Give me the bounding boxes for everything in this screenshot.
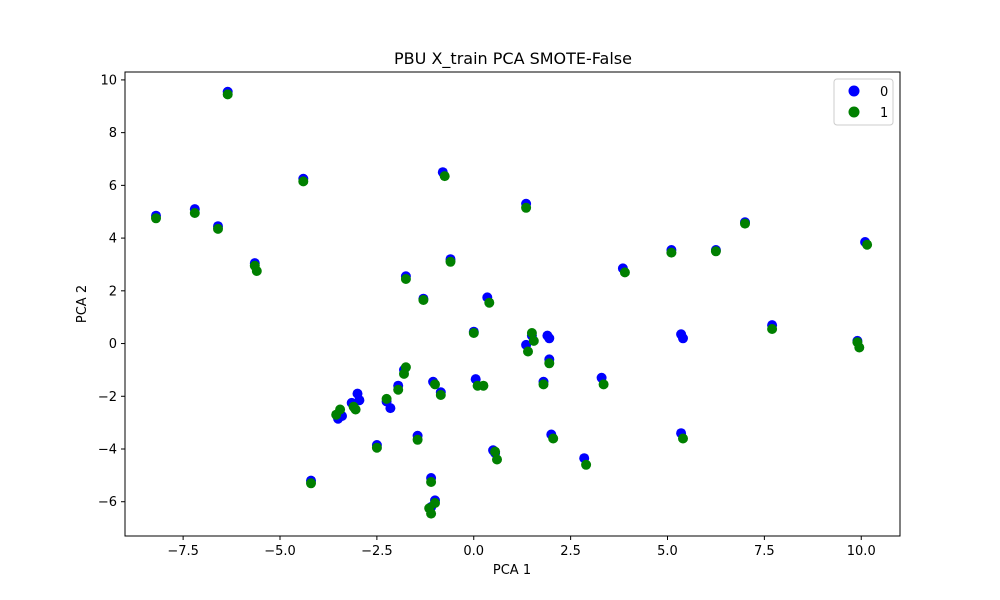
point-series-0-45 (678, 333, 688, 344)
point-series-0-14 (385, 403, 396, 414)
point-series-1-7 (306, 478, 316, 489)
point-series-0-37 (544, 333, 555, 344)
point-series-1-44 (666, 247, 677, 258)
point-series-1-25 (435, 390, 446, 400)
point-series-1-19 (418, 295, 429, 305)
point-series-1-37 (528, 335, 539, 346)
point-series-1-34 (521, 202, 532, 213)
point-series-1-43 (619, 267, 630, 278)
x-tick-label: −7.5 (167, 544, 199, 559)
point-series-1-36 (526, 328, 537, 338)
legend-marker-0 (848, 85, 860, 97)
point-series-1-39 (544, 358, 555, 369)
point-series-1-1 (189, 208, 200, 218)
y-tick-label: 4 (109, 232, 117, 247)
point-series-1-51 (862, 239, 873, 250)
x-axis-ticks: −7.5 −5.0 −2.5 0.0 2.5 5.0 7.5 10.0 (167, 536, 876, 559)
y-axis-ticks: −6 −4 −2 0 2 4 6 8 10 (98, 73, 125, 510)
point-series-1-2 (213, 223, 223, 234)
point-series-0-11 (354, 395, 365, 406)
x-tick-label: −2.5 (361, 544, 393, 559)
y-tick-label: −2 (98, 390, 117, 405)
point-series-1-17 (400, 274, 411, 284)
point-series-1-42 (598, 379, 609, 390)
point-series-1-21 (430, 379, 440, 390)
x-tick-label: 5.0 (657, 544, 678, 559)
y-tick-label: 6 (109, 179, 117, 194)
point-series-1-11 (350, 404, 361, 415)
point-series-1-31 (484, 297, 495, 308)
point-series-1-3 (222, 89, 233, 100)
point-series-1-41 (581, 459, 592, 470)
point-series-1-20 (426, 477, 437, 487)
y-tick-label: −4 (98, 443, 117, 458)
point-series-1-5 (251, 266, 262, 276)
y-tick-label: −6 (98, 495, 117, 510)
point-series-1-27 (445, 256, 456, 267)
point-series-1-18 (412, 434, 423, 445)
x-tick-label: 2.5 (560, 544, 581, 559)
point-series-1-45 (678, 433, 688, 444)
x-axis-label: PCA 1 (493, 563, 531, 578)
point-series-1-16 (400, 362, 411, 373)
data-points (151, 86, 873, 519)
point-series-1-35 (523, 346, 533, 357)
point-series-1-14 (393, 384, 404, 395)
x-tick-label: 7.5 (754, 544, 775, 559)
x-tick-label: −5.0 (264, 544, 296, 559)
point-series-1-47 (740, 218, 750, 229)
y-tick-label: 0 (109, 337, 117, 352)
y-tick-label: 8 (109, 126, 117, 141)
point-series-1-50 (854, 342, 865, 353)
point-series-1-13 (381, 393, 392, 404)
point-series-1-38 (538, 379, 549, 390)
point-series-1-9 (335, 404, 346, 415)
point-series-1-6 (298, 176, 309, 187)
legend: 0 1 (833, 78, 894, 126)
point-series-1-33 (492, 454, 502, 465)
y-tick-label: 10 (100, 73, 117, 88)
plot-frame (124, 71, 901, 537)
legend-label-0: 0 (880, 85, 888, 100)
legend-label-1: 1 (880, 106, 888, 121)
x-tick-label: 10.0 (847, 544, 876, 559)
point-series-1-0 (151, 213, 161, 224)
point-series-1-28 (468, 328, 479, 338)
x-tick-label: 0.0 (463, 544, 484, 559)
y-tick-label: 2 (109, 284, 117, 299)
point-series-1-40 (548, 433, 559, 444)
point-series-1-32 (490, 446, 501, 457)
point-series-1-46 (710, 246, 721, 257)
point-series-1-24 (424, 503, 435, 514)
point-series-1-48 (767, 324, 778, 334)
y-axis-label: PCA 2 (75, 285, 90, 323)
point-series-1-30 (478, 380, 489, 391)
chart-title: PBU X_train PCA SMOTE-False (394, 49, 632, 69)
point-series-1-12 (371, 442, 382, 453)
point-series-1-26 (439, 171, 450, 182)
legend-marker-1 (848, 106, 860, 118)
